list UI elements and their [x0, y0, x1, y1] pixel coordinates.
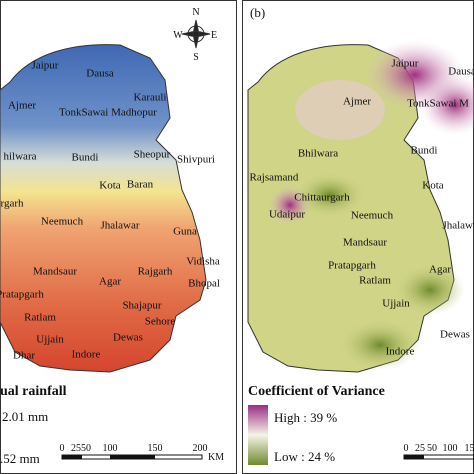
district-label: Dewas	[113, 332, 143, 344]
district-label: Vidisha	[186, 256, 220, 268]
district-label: TonkSawai M	[407, 98, 469, 110]
legend-high: High : 39 %	[274, 410, 337, 425]
scale-tick: 0	[404, 443, 409, 454]
district-label: Jhalawar	[100, 220, 139, 232]
scale-tick: 25	[71, 443, 81, 454]
scale-tick: 200	[193, 443, 208, 454]
district-label: Jaipur	[32, 60, 59, 72]
scale-tick: 50	[427, 443, 437, 454]
district-label: Mandsaur	[33, 266, 77, 278]
district-label: Dausa	[86, 68, 114, 80]
district-label: TonkSawai Madhopur	[59, 107, 157, 119]
legend-ramp	[248, 405, 268, 465]
district-label: Neemuch	[351, 210, 394, 222]
district-label: Bhilwara	[298, 148, 338, 160]
district-label: Dausa	[448, 66, 474, 78]
district-label: rgarh	[0, 198, 24, 210]
scale-tick: 100	[103, 443, 118, 454]
district-label: Baran	[127, 179, 154, 191]
legend-low: Low : 24 %	[274, 449, 335, 464]
district-label: Bundi	[411, 145, 438, 157]
legend-title: Coefficient of Variance	[248, 384, 385, 399]
scale-unit: KM	[208, 452, 224, 463]
district-label: hilwara	[4, 151, 37, 163]
district-label: Agar	[99, 276, 121, 288]
district-label: Kota	[422, 180, 444, 192]
district-label: Chittaurgarh	[294, 192, 350, 204]
legend-title: ual rainfall	[0, 384, 67, 399]
panel-label: (b)	[250, 5, 265, 20]
district-label: Bundi	[72, 152, 99, 164]
legend-low: .52 mm	[0, 451, 40, 466]
scale-tick: 100	[443, 443, 458, 454]
compass-letter: N	[192, 7, 199, 18]
district-label: Pratapgarh	[328, 260, 376, 272]
district-label: Sehore	[145, 316, 176, 328]
district-label: Ajmer	[8, 100, 36, 112]
district-label: Rajsamand	[250, 172, 299, 184]
district-label: Sheopur	[134, 149, 171, 161]
district-label: Ratlam	[359, 275, 391, 287]
district-label: Bhopal	[188, 278, 220, 290]
district-label: Ratlam	[24, 312, 56, 324]
scale-tick: 150	[465, 443, 474, 454]
variance-map	[247, 40, 474, 373]
district-label: Indore	[72, 349, 101, 361]
district-label: Kota	[99, 180, 121, 192]
scale-tick: 0	[60, 443, 65, 454]
scale-tick: 150	[148, 443, 163, 454]
district-label: Neemuch	[41, 216, 84, 228]
district-label: Guna	[173, 226, 197, 238]
district-label: Ujjain	[382, 298, 410, 310]
district-label: Jhalawar	[442, 220, 474, 232]
scale-tick: 25	[415, 443, 425, 454]
district-label: Karauli	[134, 92, 167, 104]
district-label: Dewas	[440, 329, 470, 341]
district-label: Pratapgarh	[0, 289, 44, 301]
scale-tick: 50	[81, 443, 91, 454]
district-label: Mandsaur	[343, 237, 387, 249]
compass-letter: W	[173, 30, 183, 41]
district-label: Indore	[386, 346, 415, 358]
district-label: Shajapur	[122, 300, 161, 312]
district-label: Ajmer	[343, 96, 371, 108]
district-label: Udaipur	[269, 209, 305, 221]
district-label: Shivpuri	[177, 154, 215, 166]
scale-bar	[61, 454, 474, 460]
district-label: Agar	[429, 264, 451, 276]
compass-letter: S	[193, 52, 199, 63]
district-label: Rajgarh	[138, 266, 173, 278]
district-label: Jaipur	[392, 58, 419, 70]
district-label: Ujjain	[36, 334, 64, 346]
compass-letter: E	[211, 30, 217, 41]
legend-high: 2.01 mm	[2, 409, 48, 424]
district-label: Dhar	[13, 350, 35, 362]
compass	[181, 19, 211, 49]
